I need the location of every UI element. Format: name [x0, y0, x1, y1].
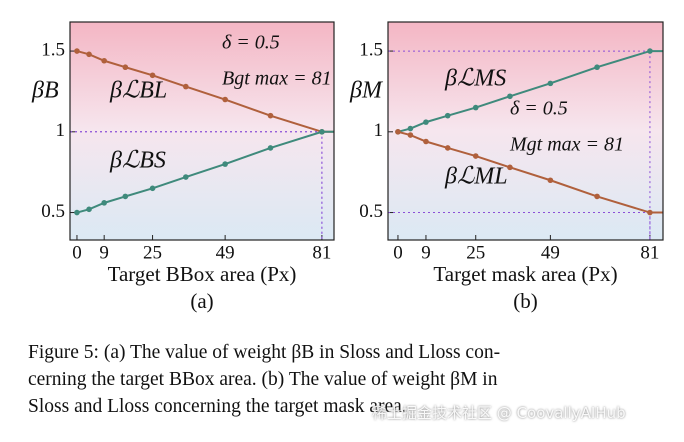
x-axis-label: Target mask area (Px) [433, 262, 617, 286]
y-tick-label: 1 [56, 120, 66, 141]
data-point [407, 132, 414, 138]
x-tick-label: 0 [393, 242, 403, 263]
panel-label: (a) [190, 289, 213, 313]
panel-label: (b) [513, 289, 538, 313]
data-point [267, 145, 274, 151]
x-axis-label: Target BBox area (Px) [108, 262, 297, 286]
caption-line: Sloss and Lloss concerning the target ma… [28, 396, 407, 417]
data-point [507, 93, 513, 100]
x-tick-label: 49 [216, 242, 235, 263]
plot-background [70, 22, 334, 240]
data-point [647, 209, 653, 216]
data-point [101, 200, 107, 206]
series-label: βℒBL [109, 78, 167, 104]
y-tick-label: 1.5 [41, 39, 65, 60]
x-tick-label: 25 [466, 242, 485, 263]
series-line [397, 50, 663, 133]
data-point [74, 48, 80, 54]
x-tick-label: 25 [143, 242, 162, 263]
annotation: δ = 0.5 [222, 32, 280, 54]
data-point [74, 209, 80, 216]
series-label: βℒML [444, 164, 508, 190]
y-axis-label: βB [31, 78, 59, 104]
series-line [76, 50, 334, 133]
data-point [267, 112, 274, 119]
data-point [547, 177, 554, 184]
data-point [547, 80, 554, 87]
series-line [397, 130, 663, 214]
data-point [407, 125, 414, 132]
plot-frame [387, 21, 664, 241]
x-tick-label: 9 [99, 242, 109, 263]
caption-line: cerning the target BBox area. (b) The va… [28, 369, 498, 390]
x-tick-label: 81 [640, 242, 659, 263]
watermark: 稀土掘金技术社区 @ CoovallyAIHub [372, 404, 626, 422]
data-point [183, 83, 189, 90]
series-label: βℒMS [444, 66, 506, 92]
y-tick-label: 0.5 [41, 201, 65, 222]
data-point [319, 129, 325, 135]
data-point [222, 96, 228, 103]
plot-background [388, 22, 663, 240]
data-point [472, 153, 479, 159]
x-tick-label: 81 [312, 242, 331, 263]
data-point [222, 161, 228, 167]
y-tick-label: 1 [374, 120, 384, 141]
data-point [395, 129, 401, 135]
data-point [594, 193, 600, 200]
annotation: Bgt max = 81 [222, 68, 332, 90]
data-point [122, 64, 129, 71]
x-tick-label: 49 [541, 242, 560, 263]
data-point [149, 72, 156, 79]
y-tick-label: 0.5 [359, 201, 383, 222]
data-point [472, 104, 479, 111]
caption-line: Figure 5: (a) The value of weight βB in … [28, 342, 501, 363]
annotation: Mgt max = 81 [509, 134, 624, 156]
data-point [594, 64, 600, 71]
data-point [86, 51, 92, 58]
data-point [122, 193, 129, 200]
annotation: δ = 0.5 [510, 98, 568, 120]
data-point [444, 145, 451, 151]
plot-frame [69, 21, 335, 241]
x-tick-label: 0 [72, 242, 82, 263]
y-tick-label: 1.5 [359, 39, 383, 60]
data-point [86, 206, 92, 213]
data-point [101, 57, 107, 64]
data-point [647, 48, 653, 54]
data-point [423, 119, 429, 125]
series-line [76, 130, 334, 214]
series-label: βℒBS [109, 148, 166, 174]
data-point [423, 138, 429, 145]
data-point [507, 164, 513, 171]
y-axis-label: βM [349, 78, 384, 104]
data-point [149, 185, 156, 192]
x-tick-label: 9 [421, 242, 431, 263]
data-point [183, 174, 189, 180]
data-point [444, 112, 451, 119]
